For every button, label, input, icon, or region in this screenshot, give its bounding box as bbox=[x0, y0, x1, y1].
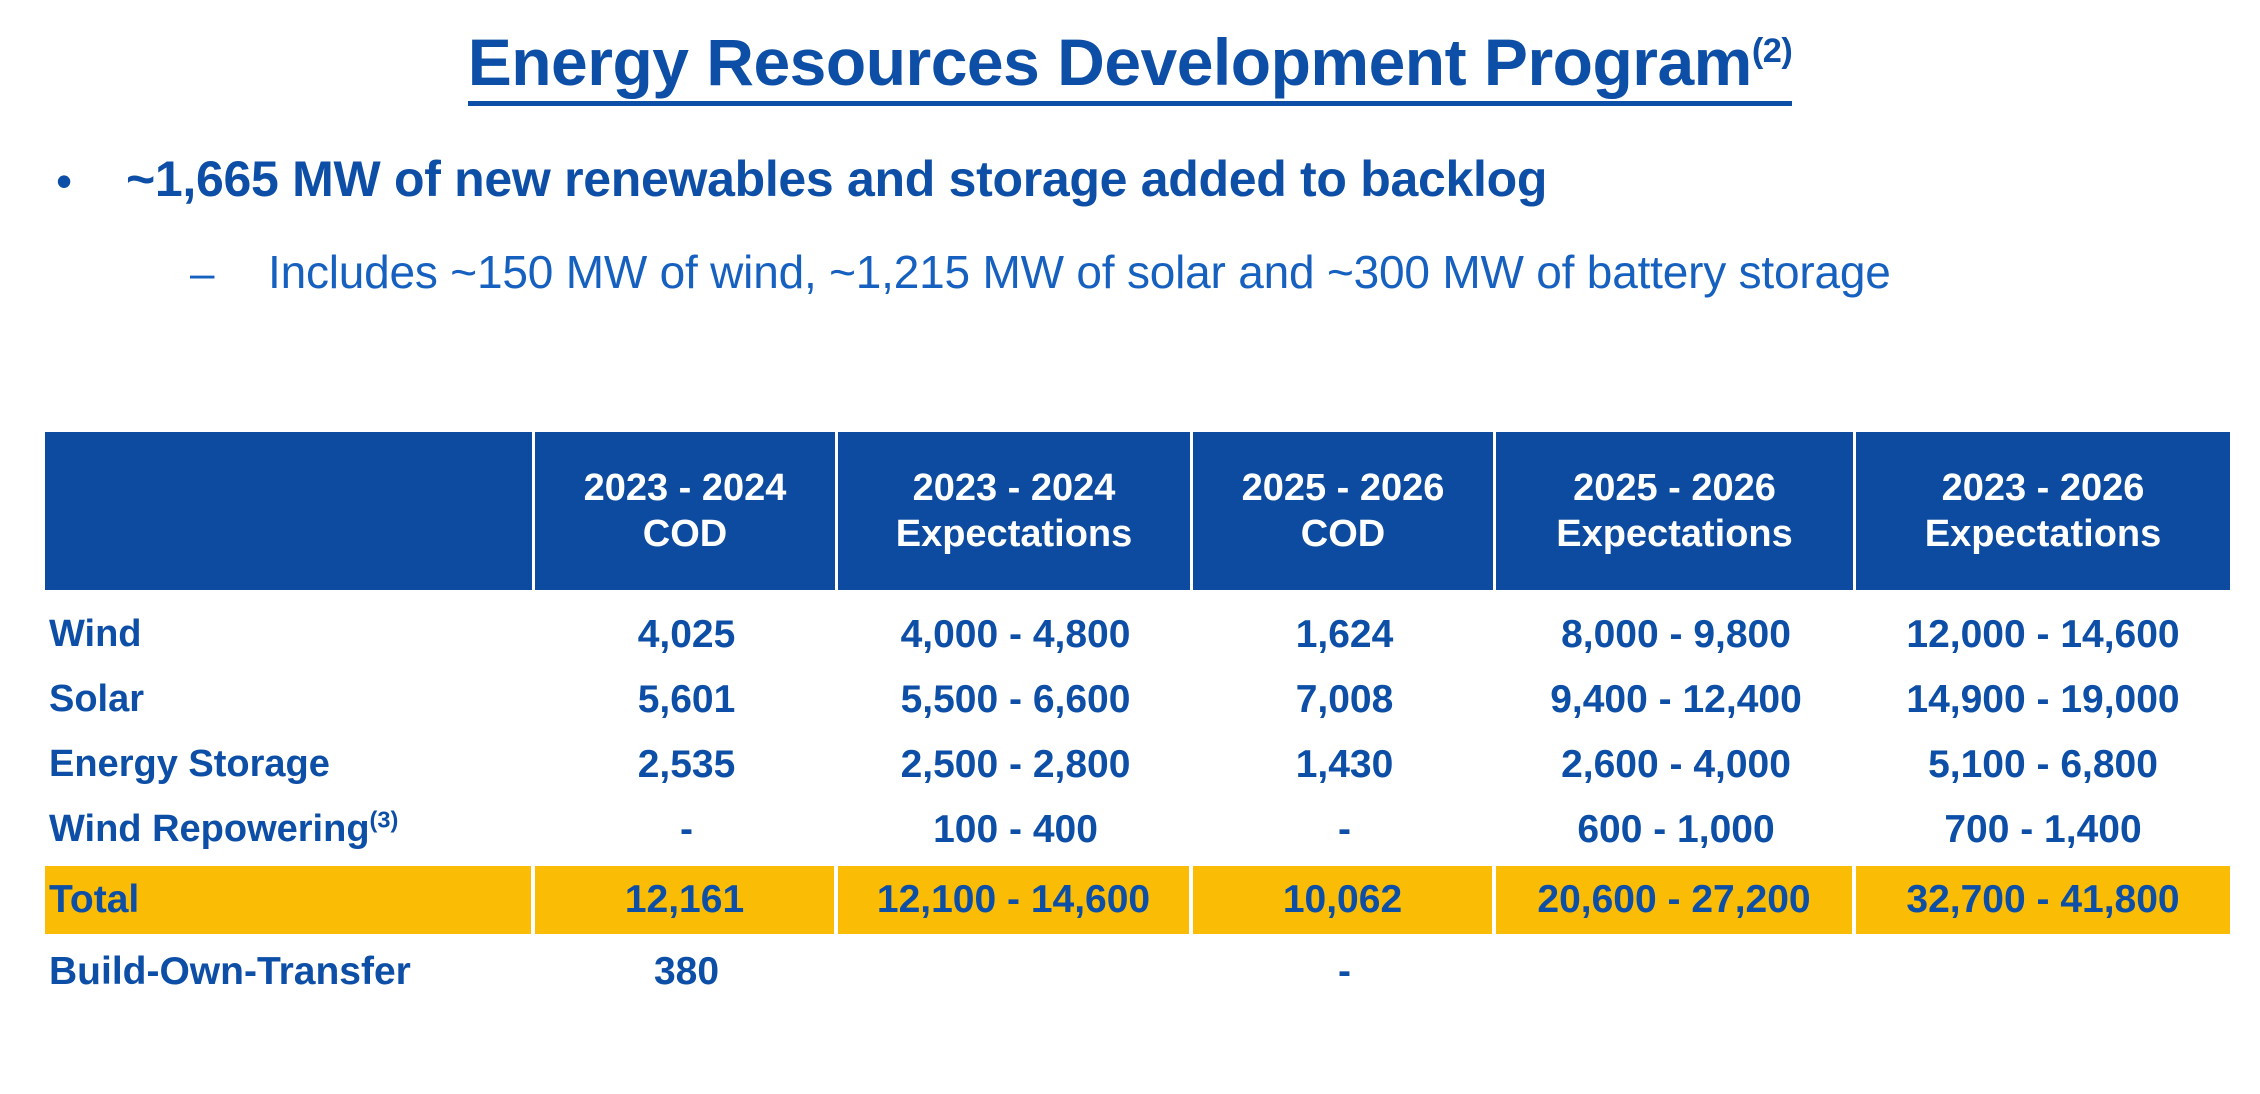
table-header-row: 2023 - 2024 COD 2023 - 2024 Expectations… bbox=[45, 432, 2230, 590]
table-row: Build-Own-Transfer 380 - bbox=[45, 940, 2230, 1004]
table-header-cell-2023-2024-cod: 2023 - 2024 COD bbox=[535, 432, 838, 590]
row-label-wind-repowering: Wind Repowering(3) bbox=[45, 797, 535, 862]
row-label-text: Solar bbox=[49, 678, 145, 720]
cell-bot-2023-2024-expectations bbox=[838, 940, 1193, 1004]
header-line-2: COD bbox=[1300, 513, 1386, 555]
cell-wind-2025-2026-cod: 1,624 bbox=[1295, 613, 1394, 656]
table-header-cell-2025-2026-cod: 2025 - 2026 COD bbox=[1193, 432, 1496, 590]
cell-total-2023-2024-cod: 12,161 bbox=[535, 866, 838, 934]
bullet-level-2-text: Includes ~150 MW of wind, ~1,215 MW of s… bbox=[268, 246, 1891, 298]
header-line-1: 2025 - 2026 bbox=[1241, 466, 1445, 509]
cell-wind-repowering-2025-2026-expectations: 600 - 1,000 bbox=[1577, 808, 1775, 851]
table-total-row: Total 12,161 12,100 - 14,600 10,062 20,6… bbox=[45, 866, 2230, 934]
row-label-solar: Solar bbox=[45, 667, 535, 732]
cell-solar-2023-2026-expectations: 14,900 - 19,000 bbox=[1906, 678, 2180, 721]
row-label-wind: Wind bbox=[45, 602, 535, 667]
row-label-text: Wind Repowering bbox=[49, 808, 370, 850]
row-label-text: Build-Own-Transfer bbox=[49, 950, 411, 993]
cell-total-2023-2026-expectations: 32,700 - 41,800 bbox=[1856, 866, 2230, 934]
cell-wind-2023-2024-expectations: 4,000 - 4,800 bbox=[900, 613, 1131, 656]
table-header-cell-corner bbox=[45, 432, 535, 590]
header-line-1: 2025 - 2026 bbox=[1573, 466, 1776, 509]
header-line-1: 2023 - 2024 bbox=[583, 466, 787, 509]
cell-wind-2025-2026-expectations: 8,000 - 9,800 bbox=[1561, 613, 1791, 656]
energy-resources-table: 2023 - 2024 COD 2023 - 2024 Expectations… bbox=[45, 432, 2230, 1004]
bullet-level-1-text: ~1,665 MW of new renewables and storage … bbox=[126, 151, 1548, 207]
cell-bot-2023-2024-cod: 380 bbox=[653, 950, 720, 993]
table-header-cell-2023-2024-expectations: 2023 - 2024 Expectations bbox=[838, 432, 1193, 590]
cell-solar-2023-2024-cod: 5,601 bbox=[637, 678, 736, 721]
table-row: Energy Storage 2,535 2,500 - 2,800 1,430… bbox=[45, 732, 2230, 797]
cell-wind-2023-2026-expectations: 12,000 - 14,600 bbox=[1906, 613, 2180, 656]
table-row: Wind Repowering(3) - 100 - 400 - 600 - 1… bbox=[45, 797, 2230, 862]
table-header-cell-2025-2026-expectations: 2025 - 2026 Expectations bbox=[1496, 432, 1856, 590]
header-line-2: Expectations bbox=[1924, 513, 2162, 555]
row-label-text: Energy Storage bbox=[49, 743, 330, 785]
cell-total-2023-2024-expectations: 12,100 - 14,600 bbox=[838, 866, 1193, 934]
row-label-footnote-marker: (3) bbox=[369, 806, 399, 833]
header-line-2: COD bbox=[642, 513, 728, 555]
cell-energy-storage-2023-2026-expectations: 5,100 - 6,800 bbox=[1928, 743, 2158, 786]
row-label-energy-storage: Energy Storage bbox=[45, 732, 535, 797]
cell-wind-repowering-2023-2026-expectations: 700 - 1,400 bbox=[1944, 808, 2142, 851]
row-label-total: Total bbox=[45, 866, 535, 934]
row-label-text: Total bbox=[49, 878, 140, 921]
page-title-text: Energy Resources Development Program bbox=[467, 25, 1753, 99]
row-label-text: Wind bbox=[49, 613, 142, 655]
header-line-1: 2023 - 2024 bbox=[912, 466, 1116, 509]
table-header-cell-2023-2026-expectations: 2023 - 2026 Expectations bbox=[1856, 432, 2230, 590]
bullet-dash-icon: – bbox=[190, 249, 215, 298]
cell-wind-repowering-2023-2024-cod: - bbox=[680, 808, 693, 851]
header-line-1: 2023 - 2026 bbox=[1941, 466, 2145, 509]
cell-bot-2025-2026-expectations bbox=[1496, 940, 1856, 1004]
cell-solar-2025-2026-expectations: 9,400 - 12,400 bbox=[1550, 678, 1802, 721]
cell-wind-repowering-2023-2024-expectations: 100 - 400 bbox=[933, 808, 1098, 851]
cell-wind-2023-2024-cod: 4,025 bbox=[637, 613, 736, 656]
table-row: Solar 5,601 5,500 - 6,600 7,008 9,400 - … bbox=[45, 667, 2230, 732]
page-title-wrapper: Energy Resources Development Program(2) bbox=[0, 25, 2260, 107]
cell-energy-storage-2025-2026-expectations: 2,600 - 4,000 bbox=[1561, 743, 1791, 786]
header-line-2: Expectations bbox=[1556, 513, 1793, 555]
bullet-level-1: • ~1,665 MW of new renewables and storag… bbox=[48, 150, 2208, 212]
cell-solar-2025-2026-cod: 7,008 bbox=[1295, 678, 1394, 721]
cell-total-2025-2026-expectations: 20,600 - 27,200 bbox=[1496, 866, 1856, 934]
bullet-level-2: – Includes ~150 MW of wind, ~1,215 MW of… bbox=[190, 245, 2210, 303]
cell-energy-storage-2025-2026-cod: 1,430 bbox=[1295, 743, 1394, 786]
cell-solar-2023-2024-expectations: 5,500 - 6,600 bbox=[900, 678, 1131, 721]
cell-bot-2025-2026-cod: - bbox=[1338, 950, 1351, 993]
cell-energy-storage-2023-2024-cod: 2,535 bbox=[637, 743, 736, 786]
page-title: Energy Resources Development Program(2) bbox=[467, 25, 1793, 107]
cell-wind-repowering-2025-2026-cod: - bbox=[1338, 808, 1351, 851]
row-label-build-own-transfer: Build-Own-Transfer bbox=[45, 940, 535, 1004]
page-title-footnote-marker: (2) bbox=[1751, 32, 1793, 70]
table-row: Wind 4,025 4,000 - 4,800 1,624 8,000 - 9… bbox=[45, 602, 2230, 667]
bullet-dot-icon: • bbox=[56, 155, 73, 207]
cell-total-2025-2026-cod: 10,062 bbox=[1193, 866, 1496, 934]
cell-bot-2023-2026-expectations bbox=[1856, 940, 2230, 1004]
cell-energy-storage-2023-2024-expectations: 2,500 - 2,800 bbox=[900, 743, 1131, 786]
header-line-2: Expectations bbox=[895, 513, 1133, 555]
